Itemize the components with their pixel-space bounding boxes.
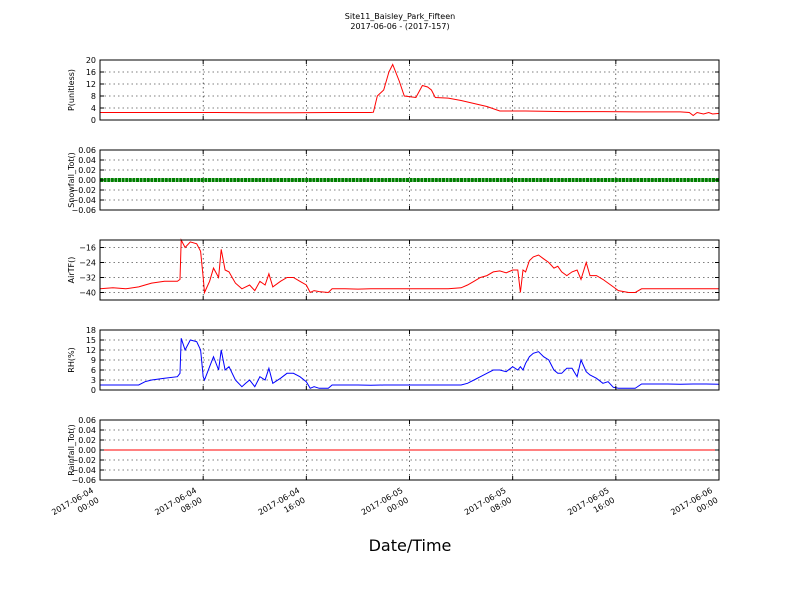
- y-tick-label: 0: [91, 386, 96, 395]
- y-tick-label: 12: [86, 346, 96, 355]
- x-tick-label: 2017-06-0508:00: [463, 486, 513, 527]
- panels: 048121620P(unitless)−0.06−0.04−0.020.000…: [67, 56, 720, 485]
- x-tick-label: 2017-06-0400:00: [50, 486, 100, 527]
- chart-title-line2: 2017-06-06 - (2017-157): [350, 22, 449, 31]
- x-tick-label: 2017-06-0416:00: [257, 486, 307, 527]
- chart-title-line1: Site11_Baisley_Park_Fifteen: [345, 12, 455, 21]
- x-tick-label: 2017-06-0500:00: [360, 486, 410, 527]
- panel-4: −0.06−0.04−0.020.000.020.040.06Rainfall_…: [67, 416, 720, 485]
- y-tick-label: −0.06: [71, 206, 96, 215]
- y-tick-label: 18: [86, 326, 96, 335]
- series-line-2: [99, 238, 719, 295]
- y-tick-label: 0.06: [78, 146, 96, 155]
- y-tick-label: −0.04: [71, 196, 96, 205]
- y-tick-label: 9: [91, 356, 96, 365]
- y-tick-label: 12: [86, 80, 96, 89]
- y-tick-label: −0.02: [71, 186, 96, 195]
- x-tick-label: 2017-06-0600:00: [669, 486, 719, 527]
- series-line-0: [100, 63, 720, 117]
- x-tick-label: 2017-06-0408:00: [153, 486, 203, 527]
- y-tick-label: 0.00: [78, 176, 96, 185]
- y-tick-label: 0.04: [78, 426, 96, 435]
- y-tick-label: −40: [79, 289, 96, 298]
- y-tick-label: 6: [91, 366, 96, 375]
- y-tick-label: 0.06: [78, 416, 96, 425]
- y-tick-label: −0.06: [71, 476, 96, 485]
- y-tick-label: −24: [79, 259, 96, 268]
- y-tick-label: −0.04: [71, 466, 96, 475]
- panel-1: −0.06−0.04−0.020.000.020.040.06Snowfall_…: [67, 146, 720, 215]
- y-axis-label: Snowfall_Tot(): [67, 152, 76, 208]
- series-line-3: [100, 338, 720, 389]
- y-axis-label: P(unitless): [67, 69, 76, 111]
- x-tick-label: 2017-06-0516:00: [566, 486, 616, 527]
- y-tick-label: 20: [86, 56, 96, 65]
- y-axis-label: AirTF(): [67, 257, 76, 284]
- y-tick-label: −32: [79, 274, 96, 283]
- y-tick-label: −16: [79, 244, 96, 253]
- y-tick-label: −0.02: [71, 456, 96, 465]
- y-tick-label: 16: [86, 68, 96, 77]
- panel-0: 0 4 8 12 16 20 P(unitless): [67, 56, 720, 125]
- y-tick-label: 0.02: [78, 166, 96, 175]
- y-tick-label: 0.04: [78, 156, 96, 165]
- y-axis-label: Rainfall_Tot(): [67, 424, 76, 476]
- y-tick-label: 0.00: [78, 446, 96, 455]
- x-tick-labels: 2017-06-0400:00 2017-06-0408:00 2017-06-04…: [50, 486, 719, 527]
- y-tick-label: 3: [91, 376, 96, 385]
- y-tick-label: 15: [86, 336, 96, 345]
- y-tick-label: 0: [91, 116, 96, 125]
- y-tick-label: 4: [91, 104, 96, 113]
- y-tick-label: 0.02: [78, 436, 96, 445]
- x-axis-label: Date/Time: [369, 536, 452, 555]
- y-axis-label: RH(%): [67, 347, 76, 372]
- y-tick-label: 8: [91, 92, 96, 101]
